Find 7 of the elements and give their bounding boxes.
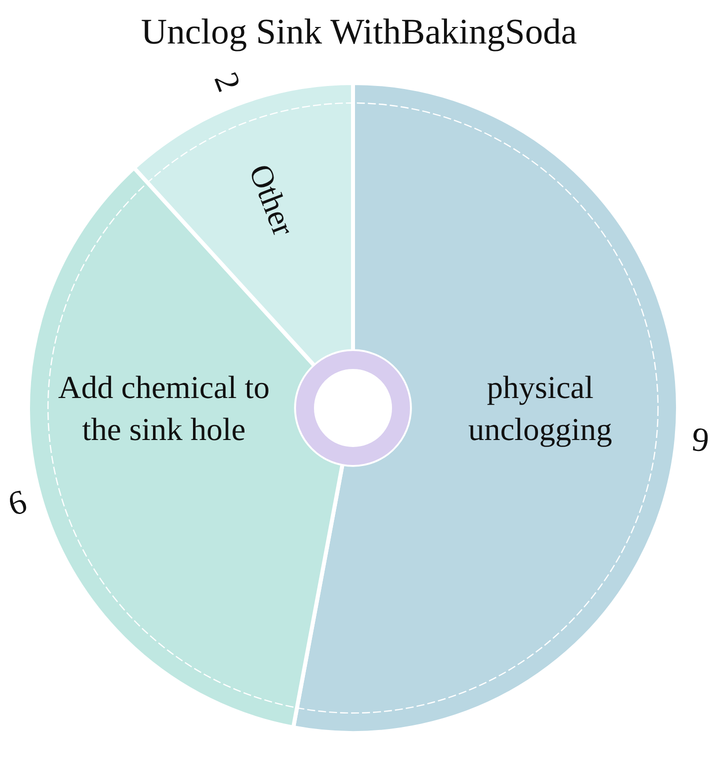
slice-label: Other <box>242 159 302 241</box>
slice-label: Add chemical to the sink hole <box>58 369 270 447</box>
slice-label: physical unclogging <box>468 369 612 447</box>
data-label: 2 <box>206 68 248 97</box>
data-label: 9 <box>690 421 711 460</box>
chart-title: Unclog Sink WithBakingSoda <box>141 12 577 52</box>
data-label: 6 <box>4 483 31 524</box>
